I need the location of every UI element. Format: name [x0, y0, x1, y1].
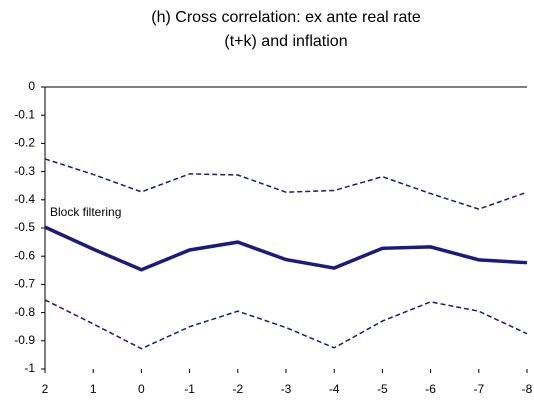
x-tick-label: -3 [281, 382, 292, 396]
y-tick-label: -0.2 [14, 136, 35, 150]
x-tick-label: 0 [138, 382, 145, 396]
x-tick-label: -4 [329, 382, 340, 396]
y-tick-label: -0.1 [14, 107, 35, 121]
y-tick-label: -0.5 [14, 220, 35, 234]
y-tick-label: -0.4 [14, 192, 35, 206]
y-tick-label: -1 [24, 361, 35, 375]
x-tick-label: 1 [90, 382, 97, 396]
series-label: Block filtering [50, 205, 121, 219]
series-line [44, 158, 528, 210]
x-tick-label: -1 [184, 382, 195, 396]
y-tick-label: 0 [28, 79, 35, 93]
y-tick-label: -0.3 [14, 164, 35, 178]
x-tick-label: -7 [473, 382, 484, 396]
series-line [44, 225, 528, 272]
chart-title: (h) Cross correlation: ex ante real rate [151, 9, 421, 26]
x-tick-label: -8 [522, 382, 533, 396]
y-tick-label: -0.9 [14, 333, 35, 347]
x-tick-label: -6 [425, 382, 436, 396]
x-tick-label: -5 [377, 382, 388, 396]
y-tick-label: -0.7 [14, 277, 35, 291]
x-tick-label: -2 [232, 382, 243, 396]
series-line [44, 299, 528, 350]
y-tick-label: -0.8 [14, 305, 35, 319]
x-tick-label: 2 [42, 382, 49, 396]
chart-title: (t+k) and inflation [224, 33, 347, 50]
y-tick-label: -0.6 [14, 248, 35, 262]
